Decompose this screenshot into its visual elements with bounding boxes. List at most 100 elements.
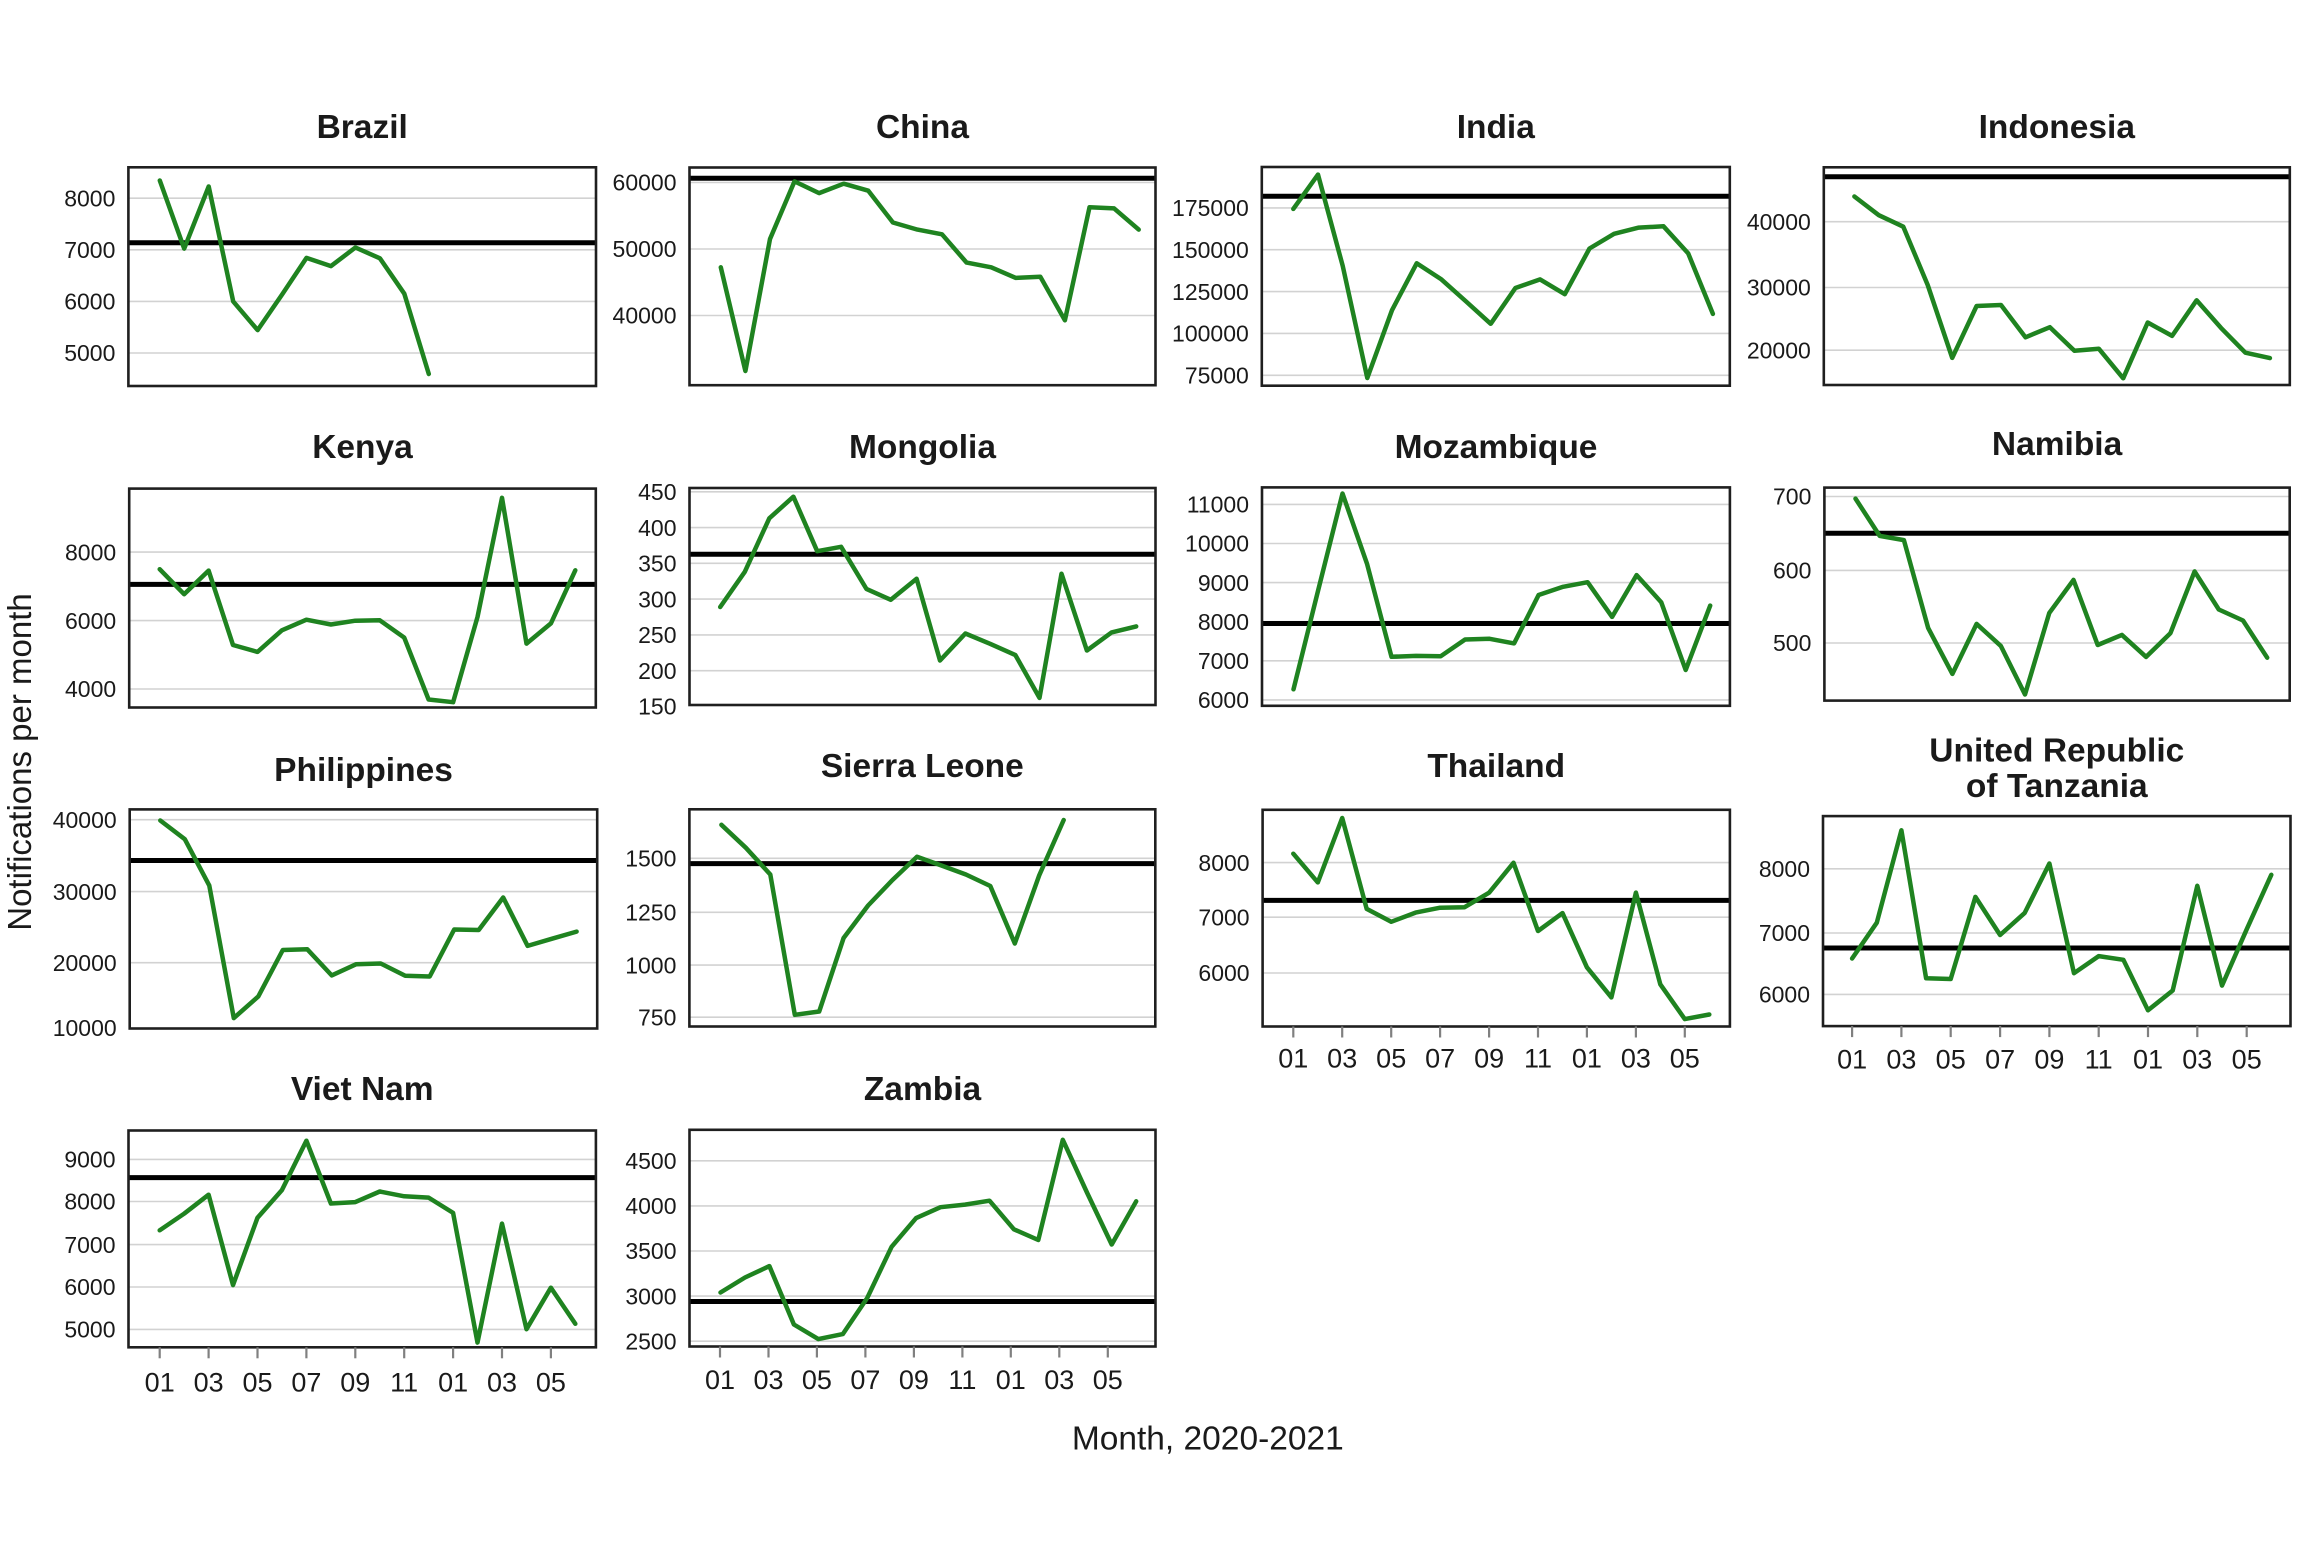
svg-text:7000: 7000 [64, 1232, 115, 1258]
svg-text:100000: 100000 [1172, 321, 1249, 347]
svg-text:75000: 75000 [1185, 363, 1249, 389]
svg-text:03: 03 [1621, 1044, 1651, 1074]
svg-text:01: 01 [438, 1367, 468, 1397]
svg-text:01: 01 [1837, 1045, 1867, 1075]
svg-text:11000: 11000 [1187, 492, 1249, 518]
svg-text:600: 600 [1773, 558, 1811, 584]
svg-text:250: 250 [638, 622, 676, 648]
svg-text:09: 09 [340, 1367, 370, 1397]
svg-text:750: 750 [638, 1004, 676, 1030]
svg-text:03: 03 [2182, 1045, 2212, 1075]
svg-text:60000: 60000 [613, 170, 677, 196]
svg-text:3500: 3500 [625, 1238, 676, 1264]
svg-text:of Tanzania: of Tanzania [1966, 768, 2148, 805]
svg-text:40000: 40000 [1747, 209, 1811, 235]
svg-text:03: 03 [1886, 1045, 1916, 1075]
svg-text:10000: 10000 [53, 1015, 117, 1041]
svg-text:05: 05 [1376, 1044, 1406, 1074]
svg-text:30000: 30000 [53, 879, 117, 905]
svg-text:30000: 30000 [1747, 275, 1811, 301]
svg-text:05: 05 [1936, 1045, 1966, 1075]
svg-text:6000: 6000 [1759, 982, 1810, 1008]
svg-text:6000: 6000 [1198, 960, 1249, 986]
svg-text:175000: 175000 [1172, 195, 1249, 221]
svg-text:01: 01 [2133, 1045, 2163, 1075]
svg-text:Month, 2020-2021: Month, 2020-2021 [1072, 1421, 1344, 1458]
svg-text:03: 03 [194, 1367, 224, 1397]
svg-text:Mongolia: Mongolia [849, 429, 996, 466]
svg-text:500: 500 [1773, 630, 1811, 656]
svg-text:Sierra Leone: Sierra Leone [821, 748, 1024, 785]
svg-text:Notifications per month: Notifications per month [1, 593, 38, 931]
svg-text:9000: 9000 [1198, 570, 1249, 596]
svg-text:03: 03 [1327, 1044, 1357, 1074]
svg-text:United Republic: United Republic [1929, 733, 2184, 770]
svg-text:4500: 4500 [625, 1148, 676, 1174]
svg-text:300: 300 [638, 586, 676, 612]
svg-text:05: 05 [1670, 1044, 1700, 1074]
svg-text:Viet Nam: Viet Nam [291, 1071, 434, 1108]
svg-text:11: 11 [1524, 1044, 1552, 1074]
svg-text:7000: 7000 [1759, 920, 1810, 946]
svg-text:Mozambique: Mozambique [1395, 429, 1598, 466]
svg-text:03: 03 [487, 1367, 517, 1397]
svg-text:11: 11 [948, 1365, 976, 1395]
svg-text:4000: 4000 [625, 1193, 676, 1219]
svg-text:01: 01 [996, 1365, 1026, 1395]
svg-text:Philippines: Philippines [274, 752, 453, 789]
svg-text:05: 05 [2232, 1045, 2262, 1075]
svg-text:50000: 50000 [613, 236, 677, 262]
svg-text:Kenya: Kenya [312, 429, 413, 466]
svg-text:8000: 8000 [65, 539, 116, 565]
svg-text:01: 01 [1278, 1044, 1308, 1074]
svg-text:01: 01 [705, 1365, 735, 1395]
svg-text:9000: 9000 [64, 1147, 115, 1173]
svg-text:7000: 7000 [1198, 648, 1249, 674]
svg-text:India: India [1457, 109, 1536, 146]
svg-text:Namibia: Namibia [1992, 426, 2123, 463]
svg-text:8000: 8000 [64, 185, 115, 211]
svg-text:150000: 150000 [1172, 237, 1249, 263]
svg-text:07: 07 [850, 1365, 880, 1395]
svg-text:125000: 125000 [1172, 279, 1249, 305]
svg-text:China: China [876, 109, 969, 146]
svg-text:5000: 5000 [64, 340, 115, 366]
svg-text:8000: 8000 [1198, 609, 1249, 635]
svg-text:8000: 8000 [1759, 856, 1810, 882]
svg-text:11: 11 [2085, 1045, 2113, 1075]
svg-text:150: 150 [638, 694, 676, 720]
svg-text:10000: 10000 [1185, 531, 1249, 557]
svg-text:09: 09 [2034, 1045, 2064, 1075]
svg-text:03: 03 [753, 1365, 783, 1395]
svg-text:450: 450 [638, 479, 676, 505]
svg-text:11: 11 [390, 1367, 418, 1397]
svg-text:40000: 40000 [613, 303, 677, 329]
svg-text:8000: 8000 [64, 1189, 115, 1215]
svg-text:7000: 7000 [64, 237, 115, 263]
svg-text:05: 05 [536, 1367, 566, 1397]
svg-text:6000: 6000 [65, 608, 116, 634]
svg-text:40000: 40000 [53, 807, 117, 833]
svg-text:6000: 6000 [64, 289, 115, 315]
svg-text:7000: 7000 [1198, 904, 1249, 930]
svg-text:4000: 4000 [65, 676, 116, 702]
svg-text:Indonesia: Indonesia [1979, 109, 2136, 146]
svg-text:03: 03 [1044, 1365, 1074, 1395]
svg-text:07: 07 [1425, 1044, 1455, 1074]
svg-text:6000: 6000 [1198, 687, 1249, 713]
svg-text:20000: 20000 [53, 950, 117, 976]
svg-text:1500: 1500 [625, 846, 676, 872]
svg-text:2500: 2500 [625, 1328, 676, 1354]
svg-text:05: 05 [1093, 1365, 1123, 1395]
svg-text:350: 350 [638, 551, 676, 577]
svg-text:3000: 3000 [625, 1283, 676, 1309]
svg-text:07: 07 [291, 1367, 321, 1397]
svg-text:5000: 5000 [64, 1317, 115, 1343]
svg-text:20000: 20000 [1747, 337, 1811, 363]
svg-text:01: 01 [1572, 1044, 1602, 1074]
svg-text:1000: 1000 [625, 952, 676, 978]
svg-text:6000: 6000 [64, 1274, 115, 1300]
svg-text:Thailand: Thailand [1427, 748, 1565, 785]
svg-text:8000: 8000 [1198, 850, 1249, 876]
svg-text:1250: 1250 [625, 900, 676, 926]
